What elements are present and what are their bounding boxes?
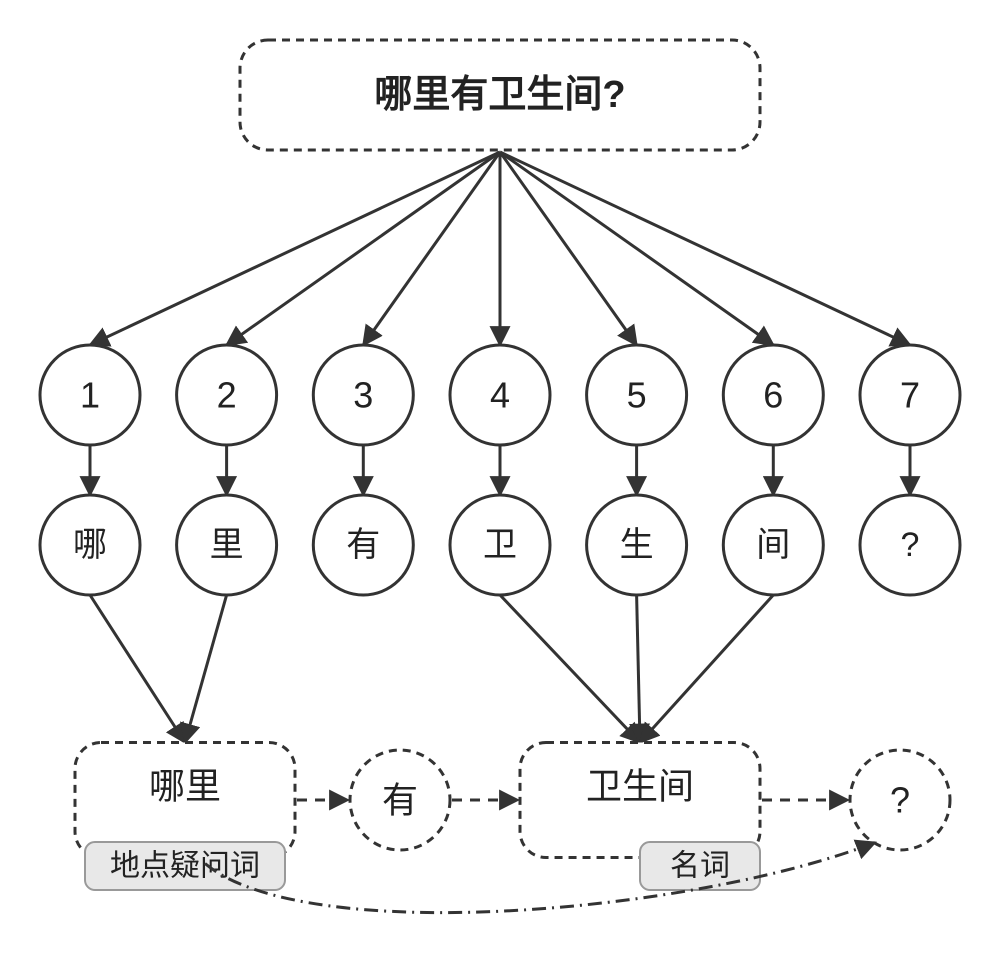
char-node-label: 生	[620, 526, 654, 564]
char-node-label: 卫	[483, 526, 517, 564]
index-node-label: 2	[217, 375, 237, 416]
index-node-label: 5	[627, 375, 647, 416]
edge-char-to-word	[500, 595, 640, 743]
word-node-label: 有	[382, 780, 418, 821]
word-node-label: 卫生间	[586, 766, 694, 807]
char-node-label: 有	[346, 526, 380, 564]
index-node-label: 6	[763, 375, 783, 416]
root-sentence-label: 哪里有卫生间?	[374, 74, 625, 116]
edge-root-to-index	[90, 152, 500, 345]
edge-root-to-index	[500, 152, 637, 345]
word-node-label: ?	[890, 780, 910, 821]
edge-root-to-index	[363, 152, 500, 345]
char-node-label: 里	[210, 526, 244, 564]
edge-char-to-word	[90, 595, 185, 743]
edge-root-to-index	[500, 152, 773, 345]
edge-char-to-word	[640, 595, 773, 743]
parse-tree-diagram: 哪里有卫生间?1234567哪里有卫生间?哪里地点疑问词有卫生间名词?	[0, 0, 1000, 963]
index-node-label: 4	[490, 375, 510, 416]
char-node-label: 哪	[73, 526, 107, 564]
index-node-label: 1	[80, 375, 100, 416]
edge-root-to-index	[227, 152, 500, 345]
char-node-label: ?	[901, 526, 920, 564]
word-node-label: 哪里	[149, 766, 221, 807]
index-node-label: 3	[353, 375, 373, 416]
edge-char-to-word	[637, 595, 640, 743]
edge-char-to-word	[185, 595, 227, 743]
pos-tag-label: 地点疑问词	[110, 850, 260, 883]
index-node-label: 7	[900, 375, 920, 416]
edge-root-to-index	[500, 152, 910, 345]
char-node-label: 间	[756, 526, 790, 564]
pos-tag-label: 名词	[670, 850, 730, 883]
